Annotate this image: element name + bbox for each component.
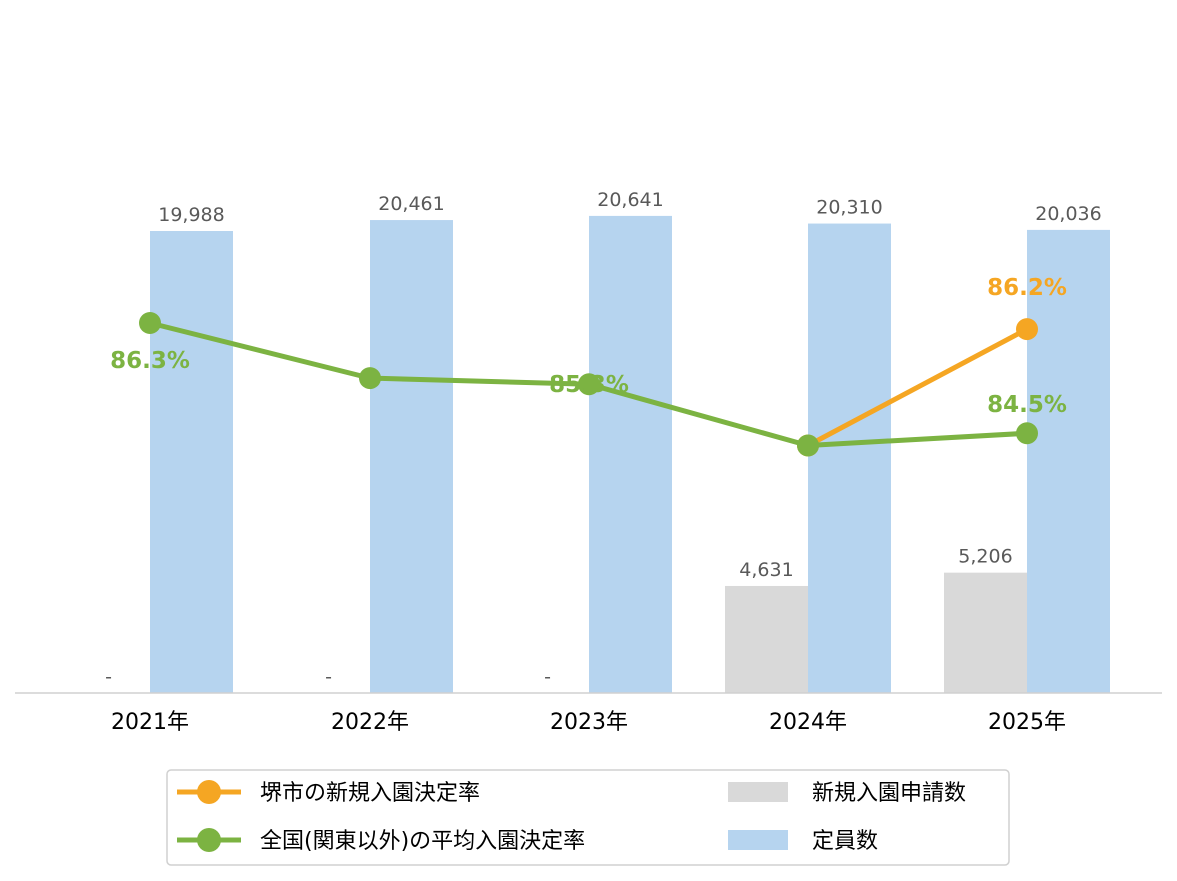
bar-label-applications-1: - bbox=[325, 666, 332, 688]
x-tick-label-1: 2022年 bbox=[331, 710, 409, 735]
legend-box bbox=[166, 769, 1010, 866]
sakai-rate-line bbox=[806, 326, 1029, 448]
legend-swatch-bar-3 bbox=[728, 830, 788, 850]
bar-capacity-1 bbox=[370, 220, 453, 693]
bar-label-capacity-0: 19,988 bbox=[158, 204, 224, 226]
national-rate-point-0 bbox=[139, 312, 161, 334]
bars-layer bbox=[150, 215, 1110, 694]
sakai-rate-label-4: 86.2% bbox=[987, 275, 1067, 301]
bar-capacity-0 bbox=[150, 231, 233, 693]
bar-label-capacity-2: 20,641 bbox=[597, 189, 663, 211]
national-rate-point-4 bbox=[1016, 422, 1038, 445]
pct-labels-layer: 86.2% 86.3% 85.3% 84.5% bbox=[110, 275, 1067, 418]
x-tick-label-3: 2024年 bbox=[769, 710, 847, 735]
bar-applications-3 bbox=[725, 585, 808, 693]
bar-label-applications-3: 4,631 bbox=[739, 559, 793, 581]
sakai-rate-point-4 bbox=[1016, 318, 1038, 341]
bar-label-capacity-1: 20,461 bbox=[378, 193, 444, 215]
legend-label-2: 全国(関東以外)の平均入園決定率 bbox=[260, 829, 585, 854]
legend-swatch-marker-2 bbox=[197, 828, 221, 852]
legend-label-0: 堺市の新規入園決定率 bbox=[260, 781, 480, 806]
legend-label-1: 新規入園申請数 bbox=[812, 781, 966, 806]
national-rate-label-0: 86.3% bbox=[110, 348, 190, 374]
x-tick-label-2: 2023年 bbox=[550, 710, 628, 735]
x-tick-label-4: 2025年 bbox=[988, 710, 1066, 735]
lines-layer bbox=[139, 312, 1038, 457]
bar-label-applications-2: - bbox=[544, 666, 551, 688]
national-rate-label-2: 85.3% bbox=[549, 372, 629, 398]
bar-label-applications-0: - bbox=[105, 666, 112, 688]
legend-label-3: 定員数 bbox=[812, 829, 878, 854]
bar-applications-4 bbox=[944, 572, 1027, 693]
bar-label-capacity-3: 20,310 bbox=[816, 197, 882, 219]
legend-swatch-marker-0 bbox=[197, 780, 221, 804]
legend-swatch-bar-1 bbox=[728, 782, 788, 802]
national-rate-point-1 bbox=[359, 367, 381, 390]
bar-capacity-4 bbox=[1027, 229, 1110, 693]
bar-labels-layer: - - - 4,631 5,206 19,988 20,461 20,641 20,310 20,… bbox=[105, 189, 1102, 688]
national-rate-label-4: 84.5% bbox=[987, 392, 1067, 418]
bar-capacity-3 bbox=[808, 223, 891, 694]
bar-capacity-2 bbox=[589, 215, 672, 693]
x-tick-label-0: 2021年 bbox=[111, 710, 189, 735]
national-rate-point-2 bbox=[578, 373, 600, 396]
bar-label-capacity-4: 20,036 bbox=[1035, 203, 1101, 225]
national-rate-point-3 bbox=[797, 434, 819, 457]
bar-label-applications-4: 5,206 bbox=[958, 546, 1012, 568]
x-tick-labels: 2021年 2022年 2023年 2024年 2025年 bbox=[111, 710, 1066, 735]
